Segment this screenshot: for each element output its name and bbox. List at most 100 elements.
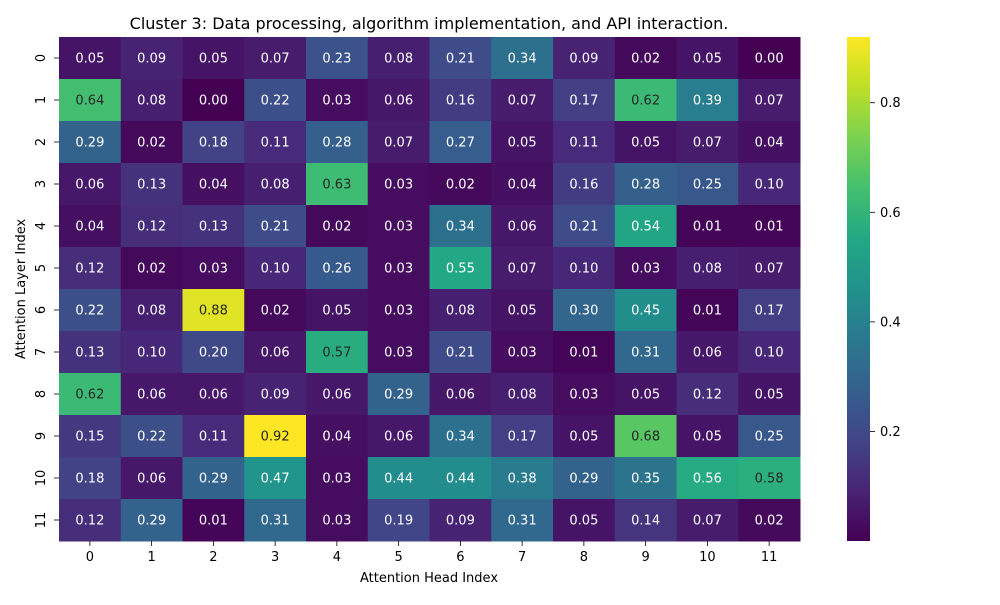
heatmap-cell [429, 205, 492, 248]
cell-value-label: 0.08 [137, 304, 166, 319]
y-tick-label: 11 [34, 512, 49, 529]
heatmap-cell [306, 121, 369, 164]
heatmap-cell [614, 121, 677, 164]
cell-value-label: 0.03 [322, 514, 351, 529]
cell-value-label: 0.05 [569, 514, 598, 529]
cell-value-label: 0.06 [384, 94, 413, 109]
heatmap-cell [738, 247, 801, 290]
heatmap-cell [367, 37, 430, 80]
heatmap-cell [491, 163, 554, 206]
cell-value-label: 0.10 [137, 346, 166, 361]
cell-value-label: 0.47 [261, 472, 290, 487]
heatmap-cell [59, 289, 122, 332]
y-tick-label: 3 [34, 180, 49, 188]
cell-value-label: 0.03 [384, 346, 413, 361]
cell-value-label: 0.09 [446, 514, 475, 529]
heatmap-cell [614, 289, 677, 332]
cell-value-label: 0.23 [322, 52, 351, 67]
cell-value-label: 0.06 [137, 472, 166, 487]
cell-value-label: 0.11 [199, 430, 228, 445]
colorbar: 0.2 0.4 0.6 0.8 [847, 37, 901, 541]
y-tick-label: 2 [34, 138, 49, 146]
cell-value-label: 0.05 [508, 136, 537, 151]
heatmap-cell [182, 79, 245, 122]
cell-value-label: 0.58 [755, 472, 784, 487]
heatmap-cell [59, 247, 122, 290]
cell-value-label: 0.03 [631, 262, 660, 277]
heatmap-cell [738, 457, 801, 500]
heatmap-cell [676, 121, 739, 164]
x-tick-label: 3 [271, 550, 279, 565]
cell-value-label: 0.01 [755, 220, 784, 235]
cell-value-label: 0.18 [75, 472, 104, 487]
cell-value-label: 0.02 [631, 52, 660, 67]
cell-value-label: 0.64 [75, 94, 104, 109]
cell-value-label: 0.13 [199, 220, 228, 235]
heatmap-cell [244, 289, 307, 332]
y-tick-label: 8 [34, 390, 49, 398]
heatmap-cell [429, 247, 492, 290]
cell-value-label: 0.31 [508, 514, 537, 529]
cell-value-label: 0.92 [261, 430, 290, 445]
heatmap-cell [244, 205, 307, 248]
heatmap-cell [676, 457, 739, 500]
cell-value-label: 0.56 [693, 472, 722, 487]
cell-value-label: 0.63 [322, 178, 351, 193]
cell-value-label: 0.02 [137, 262, 166, 277]
heatmap-cell [120, 499, 183, 542]
heatmap-cell [244, 247, 307, 290]
cell-value-label: 0.05 [755, 388, 784, 403]
heatmap-cell [306, 457, 369, 500]
cell-value-label: 0.16 [446, 94, 475, 109]
cell-value-label: 0.44 [446, 472, 475, 487]
heatmap-cell [614, 499, 677, 542]
heatmap-cell [182, 415, 245, 458]
cell-value-label: 0.01 [569, 346, 598, 361]
heatmap-cell [367, 163, 430, 206]
heatmap-cell [491, 79, 554, 122]
cell-value-label: 0.06 [322, 388, 351, 403]
cell-value-label: 0.07 [508, 94, 537, 109]
cell-value-label: 0.05 [693, 430, 722, 445]
heatmap-cell [59, 457, 122, 500]
cell-value-label: 0.08 [137, 94, 166, 109]
cell-value-label: 0.22 [75, 304, 104, 319]
heatmap-cell [120, 331, 183, 374]
cell-value-label: 0.02 [261, 304, 290, 319]
heatmap-cell [491, 415, 554, 458]
cell-value-label: 0.07 [693, 514, 722, 529]
heatmap-cell [553, 457, 616, 500]
colorbar-gradient [847, 37, 870, 541]
heatmap-cell [491, 37, 554, 80]
cell-value-label: 0.03 [199, 262, 228, 277]
heatmap-cell [182, 163, 245, 206]
heatmap-cell [120, 121, 183, 164]
cell-value-label: 0.25 [755, 430, 784, 445]
heatmap-cell [738, 373, 801, 416]
cell-value-label: 0.14 [631, 514, 660, 529]
cell-value-label: 0.03 [384, 220, 413, 235]
cell-value-label: 0.57 [322, 346, 351, 361]
heatmap-cell [182, 457, 245, 500]
cell-value-label: 0.21 [446, 346, 475, 361]
cell-value-label: 0.08 [693, 262, 722, 277]
cell-value-label: 0.03 [384, 262, 413, 277]
cell-value-label: 0.05 [75, 52, 104, 67]
heatmap-cell [59, 331, 122, 374]
cell-value-label: 0.05 [508, 304, 537, 319]
cell-value-label: 0.29 [569, 472, 598, 487]
heatmap-cell [429, 79, 492, 122]
heatmap-cell [182, 373, 245, 416]
cell-value-label: 0.05 [322, 304, 351, 319]
cell-value-label: 0.25 [693, 178, 722, 193]
x-tick-label: 8 [580, 550, 588, 565]
cell-value-label: 0.35 [631, 472, 660, 487]
cell-value-label: 0.29 [137, 514, 166, 529]
y-tick-label: 5 [34, 264, 49, 272]
cell-value-label: 0.54 [631, 220, 660, 235]
heatmap-cell [491, 499, 554, 542]
heatmap-cell [120, 289, 183, 332]
heatmap-cell [491, 457, 554, 500]
heatmap-cell [367, 121, 430, 164]
